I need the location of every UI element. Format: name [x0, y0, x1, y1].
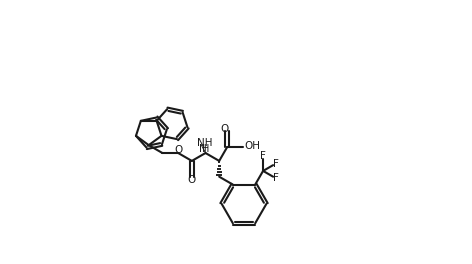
Text: F: F [273, 173, 278, 183]
Text: F: F [273, 159, 278, 169]
Text: O: O [174, 145, 182, 155]
Text: F: F [260, 151, 266, 161]
Text: NH: NH [197, 138, 212, 148]
Text: O: O [188, 175, 196, 185]
Text: N: N [199, 144, 207, 154]
Text: H: H [202, 144, 209, 154]
Text: O: O [220, 124, 228, 134]
Text: OH: OH [244, 142, 261, 152]
